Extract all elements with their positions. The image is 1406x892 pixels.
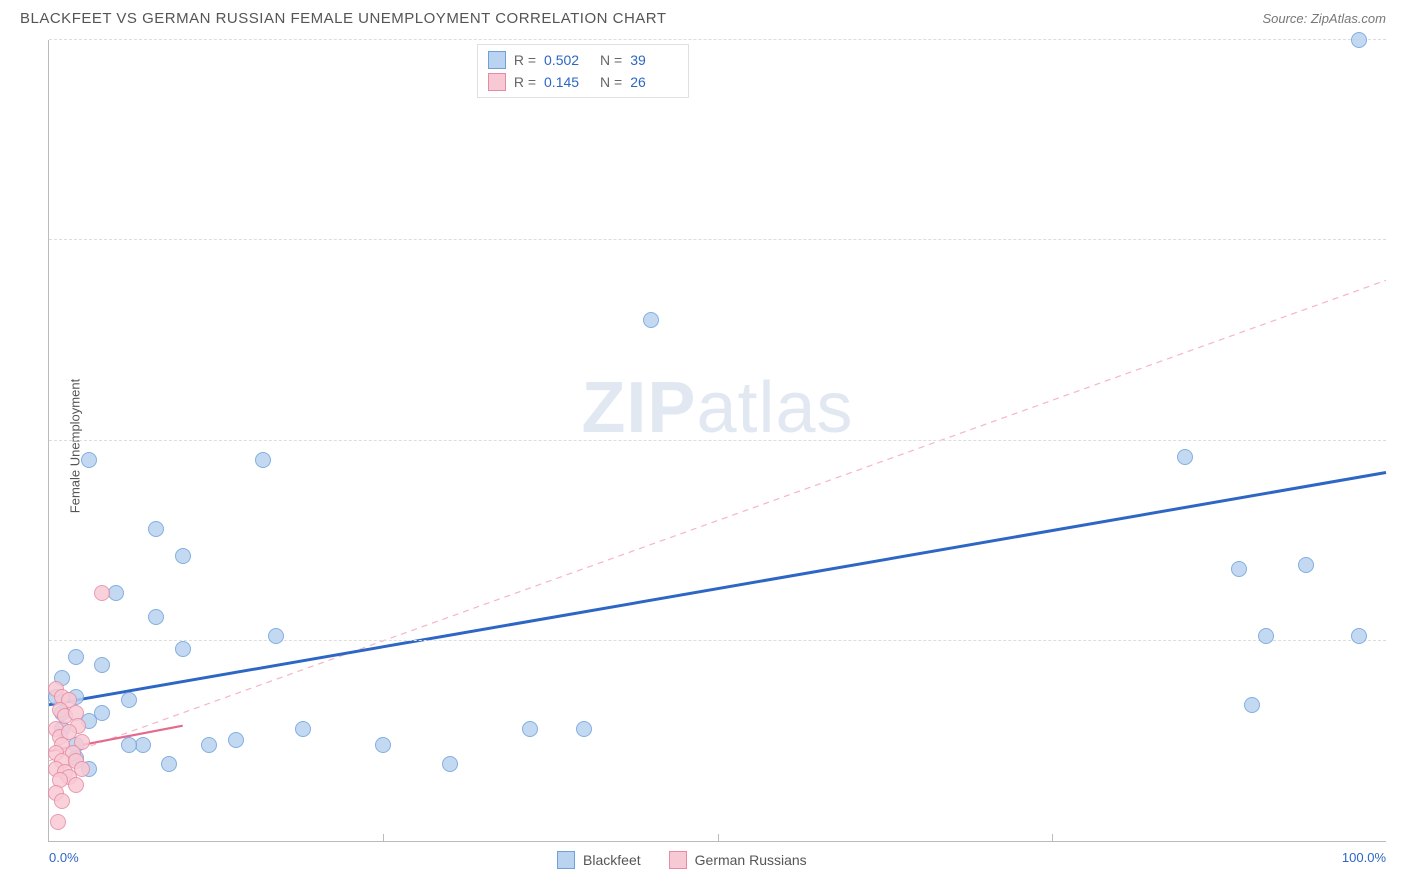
scatter-point [175, 548, 191, 564]
chart-title: BLACKFEET VS GERMAN RUSSIAN FEMALE UNEMP… [20, 10, 667, 27]
scatter-point [442, 756, 458, 772]
scatter-point [148, 521, 164, 537]
legend-correlation: R = 0.502 N = 39 R = 0.145 N = 26 [477, 44, 689, 98]
x-tick [383, 834, 384, 842]
scatter-point [161, 756, 177, 772]
n-label: N = [600, 52, 622, 68]
gridline-h [49, 39, 1386, 40]
r-value: 0.502 [544, 52, 592, 68]
n-value: 39 [630, 52, 678, 68]
legend-swatch [669, 851, 687, 869]
n-label: N = [600, 74, 622, 90]
scatter-point [50, 814, 66, 830]
trend-line [49, 473, 1386, 705]
scatter-point [268, 628, 284, 644]
x-tick-label-min: 0.0% [49, 850, 79, 865]
scatter-point [295, 721, 311, 737]
scatter-point [121, 737, 137, 753]
gridline-h [49, 440, 1386, 441]
r-label: R = [514, 52, 536, 68]
scatter-point [1351, 628, 1367, 644]
scatter-point [522, 721, 538, 737]
plot-area: ZIPatlas R =0.502N =39R =0.145N =26 Blac… [48, 40, 1386, 842]
r-label: R = [514, 74, 536, 90]
legend-swatch [557, 851, 575, 869]
scatter-point [94, 585, 110, 601]
chart-source: Source: ZipAtlas.com [1262, 11, 1386, 26]
scatter-point [68, 777, 84, 793]
x-tick [718, 834, 719, 842]
legend-swatch [488, 51, 506, 69]
chart-container: ZIPatlas R =0.502N =39R =0.145N =26 Blac… [48, 40, 1386, 842]
scatter-point [643, 312, 659, 328]
header: BLACKFEET VS GERMAN RUSSIAN FEMALE UNEMP… [0, 0, 1406, 33]
scatter-point [121, 692, 137, 708]
x-tick [1052, 834, 1053, 842]
gridline-h [49, 239, 1386, 240]
scatter-point [1231, 561, 1247, 577]
r-value: 0.145 [544, 74, 592, 90]
legend-correlation-row: R = 0.145 N = 26 [488, 71, 678, 93]
legend-correlation-row: R = 0.502 N = 39 [488, 49, 678, 71]
scatter-point [175, 641, 191, 657]
scatter-point [1351, 32, 1367, 48]
scatter-point [81, 452, 97, 468]
scatter-point [1258, 628, 1274, 644]
x-tick-label-max: 100.0% [1342, 850, 1386, 865]
legend-swatch [488, 73, 506, 91]
scatter-point [54, 793, 70, 809]
scatter-point [94, 657, 110, 673]
trend-lines-layer [49, 40, 1386, 841]
scatter-point [1177, 449, 1193, 465]
gridline-h [49, 640, 1386, 641]
scatter-point [148, 609, 164, 625]
legend-series-label: Blackfeet [583, 852, 641, 868]
scatter-point [201, 737, 217, 753]
scatter-point [228, 732, 244, 748]
legend-series-item: German Russians [669, 851, 807, 869]
scatter-point [68, 649, 84, 665]
legend-series-item: Blackfeet [557, 851, 641, 869]
n-value: 26 [630, 74, 678, 90]
trend-line [49, 280, 1386, 761]
scatter-point [1298, 557, 1314, 573]
scatter-point [1244, 697, 1260, 713]
scatter-point [576, 721, 592, 737]
legend-series: Blackfeet German Russians [557, 851, 807, 869]
scatter-point [255, 452, 271, 468]
scatter-point [375, 737, 391, 753]
legend-series-label: German Russians [695, 852, 807, 868]
